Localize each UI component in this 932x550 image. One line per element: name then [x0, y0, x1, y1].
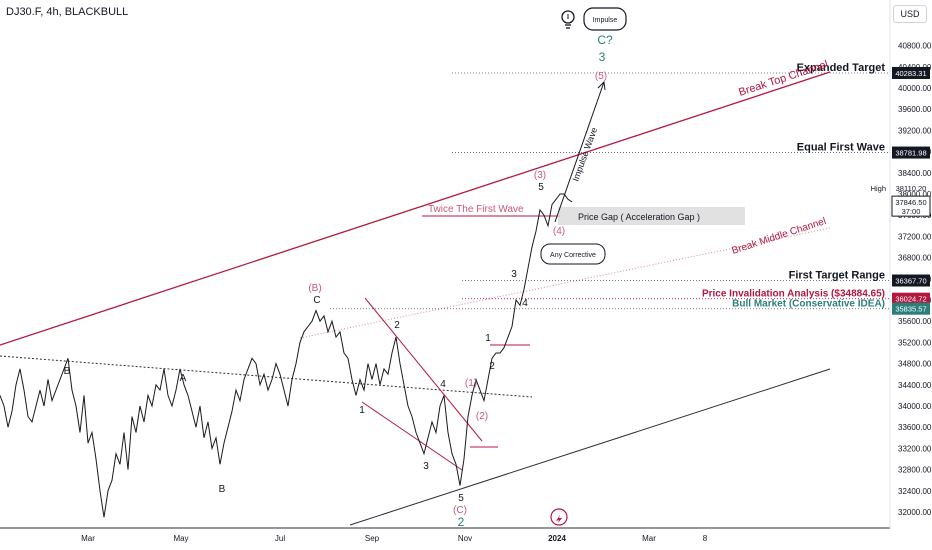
y-tick-label: 37200.00 — [898, 232, 932, 241]
wave-label: (1) — [465, 378, 477, 389]
level-label: Equal First Wave — [797, 142, 885, 154]
x-tick-label: Nov — [458, 534, 472, 543]
price-gap-label: Price Gap ( Acceleration Gap ) — [578, 212, 700, 222]
x-tick-label: Mar — [642, 534, 656, 543]
level-label: Expanded Target — [797, 62, 886, 74]
y-tick-label: 36800.00 — [898, 254, 932, 263]
price-tag-box — [892, 146, 930, 159]
x-tick-label: May — [173, 534, 188, 543]
wave-label: C — [313, 295, 320, 306]
y-tick-label: 40000.00 — [898, 84, 932, 93]
any-corrective-box[interactable] — [540, 243, 606, 265]
lightbulb-icon — [561, 10, 575, 29]
wave-label: (B) — [308, 283, 321, 294]
tradingview-logo-icon — [550, 508, 568, 526]
trend-dotted-line — [0, 355, 533, 398]
wave-label: 2 — [489, 361, 495, 372]
price-gap-box[interactable] — [558, 207, 745, 225]
y-tick-label: 32800.00 — [898, 466, 932, 475]
x-axis-ticks: Mar May Jul Sep Nov 2024 Mar 8 — [81, 534, 708, 543]
y-tick-label: 34400.00 — [898, 381, 932, 390]
current-price-box — [891, 195, 931, 217]
price-tags: 40283.31 38781.98 36367.70 36024.7235835.57… — [871, 66, 931, 315]
any-corrective-label: Any Corrective — [550, 252, 596, 259]
y-tick-label: 38000.00 — [898, 190, 932, 199]
price-tag-box — [892, 302, 930, 315]
y-tick-label: 40800.00 — [898, 42, 932, 51]
y-tick-label: 34800.00 — [898, 360, 932, 369]
price-tag-box — [892, 292, 930, 305]
wave-label: 5 — [458, 493, 464, 504]
currency-selector[interactable]: USD — [893, 5, 927, 23]
channel-bottom-line — [349, 368, 831, 526]
x-tick-label: Sep — [365, 534, 380, 543]
current-price-label: 37846.50 — [895, 198, 926, 207]
wedge-lower-line — [361, 401, 463, 471]
wave-label: (5) — [595, 71, 607, 82]
y-tick-label: 34000.00 — [898, 402, 932, 411]
break-top-channel-label: Break Top Channel — [737, 59, 830, 99]
x-tick-label: 2024 — [548, 534, 566, 543]
wedge-upper-line — [364, 297, 483, 442]
impulse-arrow — [554, 81, 605, 223]
x-tick-label: 8 — [703, 534, 708, 543]
wave-label: 3 — [599, 50, 606, 64]
wave-label: (2) — [476, 411, 488, 422]
level-label: Bull Market (Conservative IDEA) — [732, 299, 885, 310]
channel-top-line — [0, 71, 831, 346]
break-middle-channel-label: Break Middle Channel — [731, 216, 828, 257]
wave-label: 4 — [522, 298, 528, 309]
wave-label: B — [219, 484, 226, 495]
impulse-wave-label: Impulse Wave — [570, 126, 599, 183]
impulse-box-label: Impulse — [593, 17, 618, 24]
price-tag-label: 35835.57 — [895, 305, 926, 314]
wave-label: 5 — [538, 182, 544, 193]
wave-label: 2 — [458, 515, 465, 529]
price-tag-label: 36367.70 — [895, 277, 926, 286]
level-label: Price Invalidation Analysis ($34884.65) — [702, 289, 885, 300]
wave-label: 4 — [440, 379, 446, 390]
high-label: High — [871, 184, 886, 193]
y-tick-label: 39200.00 — [898, 126, 932, 135]
chart-title: DJ30.F, 4h, BLACKBULL — [6, 6, 129, 18]
y-tick-label: 35600.00 — [898, 317, 932, 326]
y-tick-label: 35200.00 — [898, 338, 932, 347]
impulse-box[interactable] — [583, 7, 627, 31]
channel-middle-line — [299, 227, 831, 339]
wave-label: B — [64, 366, 71, 377]
wave-label: 3 — [511, 269, 517, 280]
price-series — [0, 193, 573, 518]
wave-label: C? — [597, 33, 613, 47]
x-tick-label: Mar — [81, 534, 95, 543]
price-tag-box — [892, 66, 930, 79]
horizontal-levels: Expanded Target Equal First Wave First Tar… — [330, 62, 890, 310]
price-tag-label: 38781.98 — [895, 149, 926, 158]
price-tag-label: 36024.72 — [895, 295, 926, 304]
y-tick-label: 33200.00 — [898, 444, 932, 453]
high-value: 38110.20 — [896, 184, 927, 193]
y-tick-label: 32000.00 — [898, 508, 932, 517]
y-tick-label: 33600.00 — [898, 423, 932, 432]
y-tick-label: 32400.00 — [898, 487, 932, 496]
wave-label: 1 — [359, 405, 365, 416]
y-tick-label: 39600.00 — [898, 105, 932, 114]
price-tag-box — [892, 274, 930, 287]
wave-label: 3 — [423, 461, 429, 472]
twice-first-wave-label: Twice The First Wave — [428, 204, 524, 215]
level-label: First Target Range — [789, 270, 885, 282]
countdown-label: 37:00 — [902, 207, 921, 216]
x-tick-label: Jul — [275, 534, 285, 543]
wave-label: (3) — [534, 170, 546, 181]
wave-label: (4) — [553, 226, 565, 237]
wave-label: A — [180, 373, 187, 384]
price-tag-label: 40283.31 — [895, 69, 926, 78]
wave-label: 2 — [394, 320, 400, 331]
y-tick-label: 38400.00 — [898, 169, 932, 178]
impulse-arrowhead — [597, 80, 606, 91]
wave-label: 1 — [485, 333, 491, 344]
wave-label: (C) — [453, 505, 467, 516]
